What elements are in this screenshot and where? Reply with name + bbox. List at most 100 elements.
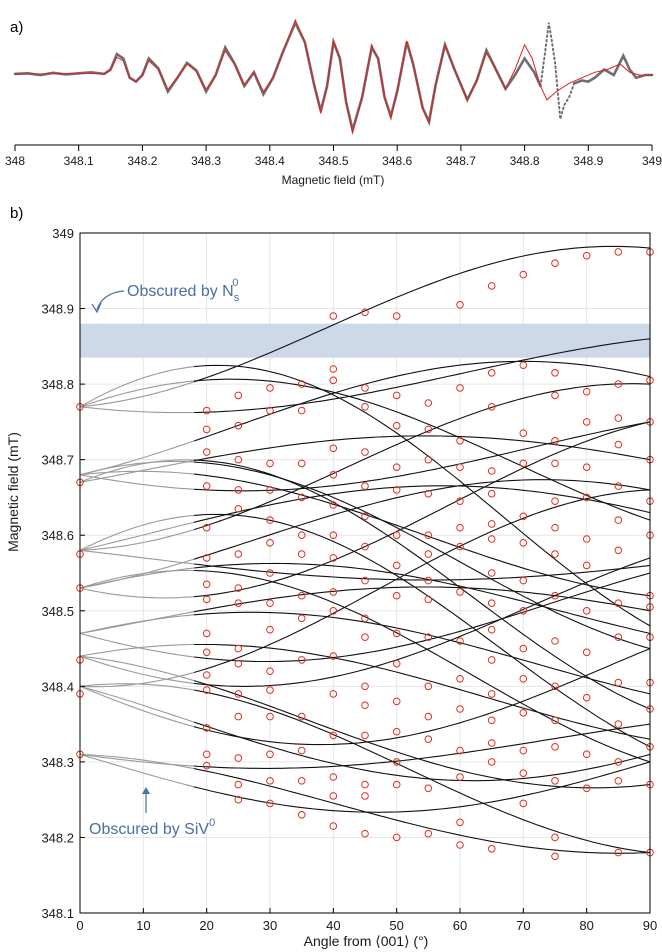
data-point [202,761,211,770]
data-point [361,576,369,585]
data-point [614,599,623,608]
curve-segment-dark [193,459,651,710]
data-point [614,414,623,422]
panel-b: b) 0 10 20 30 40 50 60 70 80 90 348.1 348.2 348.3 348… [5,205,657,949]
curve-segment-dark [193,513,651,748]
curve-segment-light [79,753,195,770]
data-point [551,716,559,725]
data-point [519,709,528,717]
panel-b-y-tick-label: 348.9 [41,302,74,317]
data-point [202,724,211,732]
data-point [487,520,496,528]
data-point [582,251,591,260]
panel-b-x-tick-label: 50 [389,918,403,933]
data-point [361,448,369,456]
data-point [266,750,274,759]
data-point [551,777,559,785]
panel-b-label: b) [10,205,23,222]
curve-segment-light [79,460,195,476]
data-point [519,799,528,808]
panel-b-x-tick-label: 30 [263,918,277,933]
curve-segment-light [79,569,195,589]
panel-b-y-tick-label: 349 [52,226,74,241]
curve-segment-dark [193,360,651,442]
curve-segment-light [79,643,195,657]
data-point [551,391,559,400]
data-point [361,792,369,800]
data-point [456,705,464,713]
panel-b-x-title: Angle from ⟨001⟩ (°) [304,933,429,949]
data-point [582,463,591,472]
curve-segment-light [79,614,195,634]
data-point [582,750,591,759]
curve-segment-dark [193,364,651,627]
annotation-siv-text: Obscured by SiV0 [89,817,215,838]
curve-segment-dark [193,245,651,383]
panel-a-x-tick-label: 348.5 [318,154,348,168]
data-point [456,523,464,532]
curve-segment-light [79,381,195,408]
panel-b-curves [79,245,651,854]
data-point [329,773,338,781]
panel-a-x-tick-label: 348.6 [382,154,412,168]
data-point [551,682,559,691]
curve-segment-dark [193,383,651,531]
data-point [519,576,528,585]
panel-b-y-tick-label: 348.7 [41,453,74,468]
curve-segment-dark [193,421,651,492]
data-point [266,599,274,608]
curve-segment-dark [193,680,651,789]
data-point [519,512,528,521]
curve-segment-dark [193,479,651,560]
data-point [202,425,211,434]
curve-segment-light [79,587,195,599]
panel-b-x-tick-label: 90 [643,918,657,933]
data-point [582,561,591,570]
data-point [361,384,369,392]
data-point [582,387,591,396]
spectrum-series-2 [573,52,654,85]
data-point [202,406,211,415]
curve-segment-dark [193,768,651,854]
data-point [582,535,591,543]
panel-b-x-tick-label: 70 [516,918,530,933]
data-point [361,512,369,521]
data-point [234,795,243,804]
curve-segment-light [79,440,195,476]
annotation-ns-arrowhead [91,302,102,314]
data-point [551,833,559,842]
curve-segment-light [79,683,195,691]
panel-a-x-tick-label: 348.1 [64,154,94,168]
curve-segment-dark [193,435,651,462]
data-point [266,539,274,547]
data-point [424,399,433,407]
data-point [582,607,591,615]
data-point [266,569,274,577]
data-point [614,546,623,555]
data-point [234,391,243,400]
data-point [234,550,243,558]
data-point [519,361,528,370]
data-point [614,516,623,524]
data-point [234,780,243,789]
data-point [551,852,559,861]
data-point [234,690,243,698]
curve-segment-dark [193,723,651,769]
data-point [266,384,274,392]
annotation-ns-text: Obscured by Ns 0 [127,277,240,304]
data-point [456,675,464,683]
data-point [266,516,274,524]
data-point [456,637,464,645]
data-point [424,576,433,585]
data-point [266,799,274,808]
panel-b-x-tick-label: 10 [136,918,150,933]
curve-segment-light [79,366,195,408]
data-point [487,716,496,725]
data-point [424,425,433,434]
data-point [519,607,528,615]
data-point [266,777,274,785]
data-point [234,455,243,464]
spectrum-series-3 [14,18,653,133]
data-point [614,633,623,642]
data-point [551,591,559,600]
